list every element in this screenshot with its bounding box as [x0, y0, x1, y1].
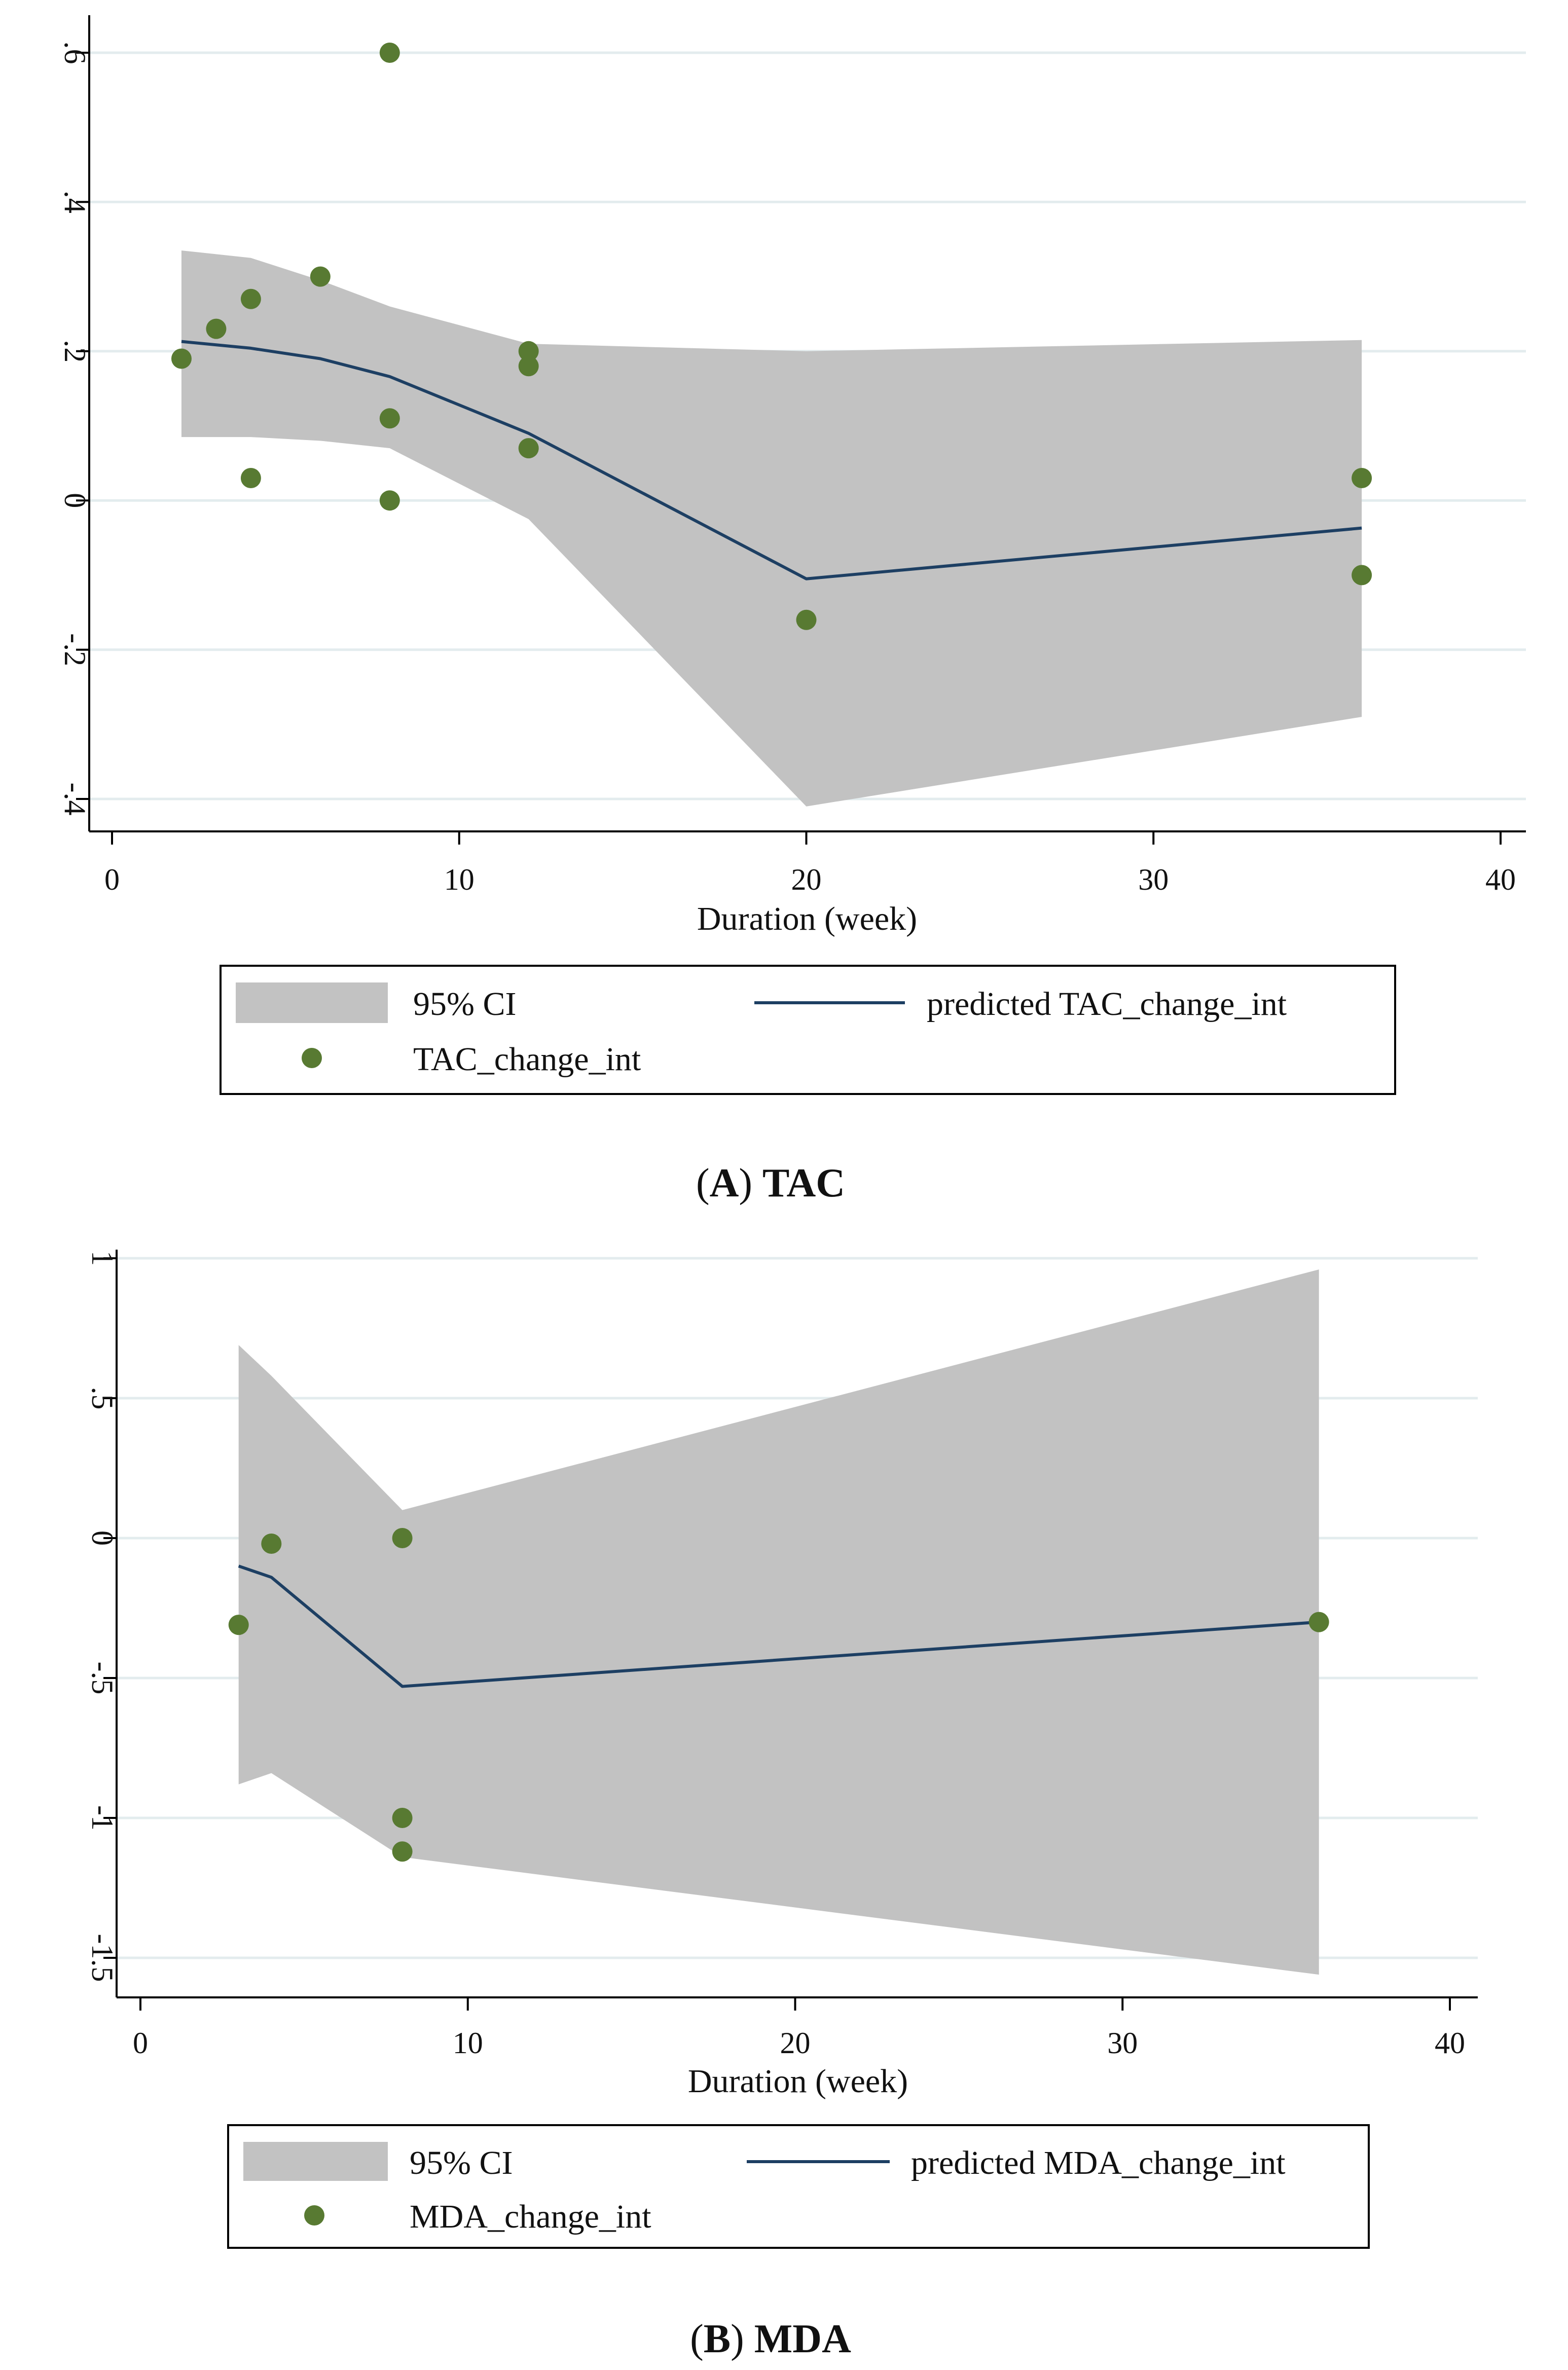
data-point-5 [1308, 1612, 1329, 1632]
x-tick-label-0: 0 [133, 2026, 148, 2060]
ci-band-layer [238, 1269, 1319, 1975]
data-point-13 [1352, 565, 1372, 586]
data-point-4 [392, 1841, 413, 1862]
y-tick-label-3: 0 [86, 1530, 119, 1546]
x-tick-label-0: 0 [104, 863, 120, 896]
data-point-0 [228, 1615, 249, 1635]
x-tick-label-1: 10 [453, 2026, 483, 2060]
y-tick-label-0: -.4 [58, 783, 92, 816]
x-tick-label-3: 30 [1138, 863, 1169, 896]
y-tick-label-4: .5 [86, 1387, 119, 1410]
x-axis-title: Duration (week) [688, 2063, 908, 2100]
data-point-8 [518, 341, 539, 361]
data-point-3 [392, 1808, 413, 1828]
legend-box [227, 2124, 1370, 2249]
data-point-10 [518, 438, 539, 459]
data-point-2 [392, 1528, 413, 1548]
legend-line-label: predicted MDA_change_int [911, 2144, 1286, 2181]
y-tick-label-4: .4 [58, 191, 92, 213]
predicted-line-layer [181, 340, 1362, 580]
data-point-4 [310, 266, 331, 287]
y-tick-label-1: -.2 [58, 633, 92, 666]
legend-ci-label: 95% CI [413, 986, 516, 1023]
x-tick-label-2: 20 [780, 2026, 811, 2060]
chart-panel-b: 0 10 20 30 40 -1.5-1-.50.51 Duration (week) … [86, 1250, 1478, 2361]
data-points-layer [171, 43, 1372, 630]
data-point-7 [379, 490, 400, 511]
data-point-1 [206, 318, 227, 339]
data-point-0 [171, 348, 192, 369]
ci-band [238, 1269, 1319, 1975]
legend-point-swatch [304, 2205, 324, 2226]
data-point-11 [796, 609, 817, 630]
data-point-3 [240, 468, 261, 489]
data-point-6 [379, 408, 400, 429]
axes [76, 15, 1526, 845]
legend-ci-swatch [243, 2142, 388, 2181]
x-axis-title: Duration (week) [697, 900, 917, 937]
x-tick-label-4: 40 [1485, 863, 1516, 896]
y-tick-labels: -.4 -.2 0 .2 .4 .6 [58, 42, 92, 816]
x-tick-label-4: 40 [1435, 2026, 1465, 2060]
legend-ci-label: 95% CI [410, 2144, 513, 2181]
x-tick-label-1: 10 [444, 863, 475, 896]
y-tick-label-2: -.5 [86, 1662, 119, 1695]
data-point-2 [240, 288, 261, 309]
predicted-line [238, 1564, 1319, 1688]
legend-points-label: TAC_change_int [413, 1041, 641, 1078]
caption-letter: A [710, 1161, 739, 1206]
caption-title: TAC [762, 1161, 845, 1206]
y-tick-label-2: 0 [58, 493, 92, 508]
data-point-12 [1352, 468, 1372, 489]
data-point-9 [518, 356, 539, 377]
legend: 95% CI predicted TAC_change_int TAC_chan… [220, 965, 1396, 1095]
legend-points-label: MDA_change_int [410, 2198, 651, 2235]
panel-caption-a: (A) TAC [696, 1161, 845, 1206]
chart-panel-a: 0 10 20 30 40 -.4-.20.2.4.6 Duration (week) … [58, 15, 1526, 1206]
legend-line-label: predicted TAC_change_int [927, 986, 1287, 1023]
ci-band [181, 250, 1362, 807]
data-points-layer [228, 1528, 1329, 1862]
panel-caption-b: (B) MDA [690, 2317, 851, 2361]
y-tick-label-1: -1 [86, 1805, 119, 1831]
predicted-line-layer [238, 1564, 1319, 1688]
y-tick-label-5: 1 [86, 1251, 119, 1266]
y-tick-label-5: .6 [58, 42, 92, 64]
data-point-1 [261, 1534, 282, 1554]
ci-band-layer [181, 250, 1362, 807]
x-tick-labels: 0 10 20 30 40 [133, 2026, 1465, 2060]
predicted-line [181, 340, 1362, 580]
x-tick-labels: 0 10 20 30 40 [104, 863, 1516, 896]
y-tick-label-0: -1.5 [86, 1934, 119, 1982]
legend-box [220, 965, 1396, 1095]
legend-ci-swatch [236, 982, 388, 1023]
caption-title: MDA [754, 2317, 851, 2361]
y-tick-label-3: .2 [58, 340, 92, 362]
x-tick-label-3: 30 [1107, 2026, 1138, 2060]
data-point-5 [379, 43, 400, 63]
legend: 95% CI predicted MDA_change_int MDA_chan… [227, 2124, 1370, 2249]
y-tick-labels: -1.5 -1 -.5 0 .5 1 [86, 1251, 119, 1982]
x-tick-label-2: 20 [791, 863, 822, 896]
caption-letter: B [704, 2317, 731, 2361]
axes [103, 1250, 1478, 2011]
legend-point-swatch [302, 1048, 322, 1068]
